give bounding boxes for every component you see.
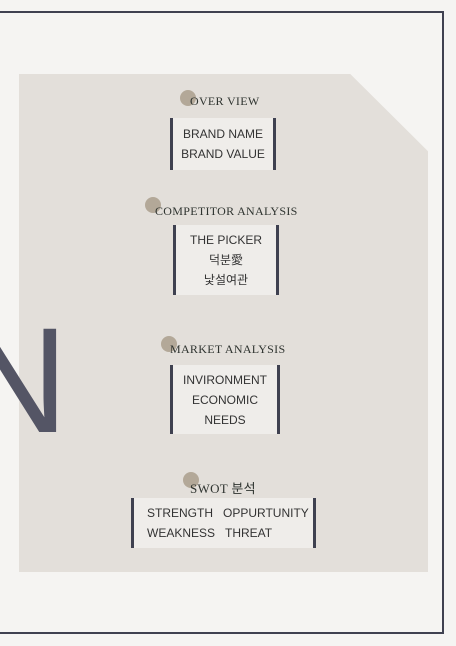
swot-row: STRENGTH OPPURTUNITY [147, 503, 309, 523]
section-dot [161, 336, 177, 352]
overview-box: BRAND NAME BRAND VALUE [170, 118, 276, 170]
section-dot [145, 197, 161, 213]
competitor-heading: COMPETITOR ANALYSIS [155, 204, 298, 218]
market-item: INVIRONMENT [183, 372, 267, 387]
competitor-box: THE PICKER 덕분愛 낯설여관 [173, 225, 279, 295]
competitor-item: THE PICKER [189, 233, 262, 247]
market-item: ECONOMIC [192, 392, 258, 407]
overview-heading: OVER VIEW [190, 94, 260, 108]
section-dot [183, 472, 199, 488]
competitor-item: 낯설여관 [203, 273, 249, 287]
overview-item: BRAND NAME [182, 127, 263, 141]
section-dot [180, 90, 196, 106]
competitor-item: 덕분愛 [208, 253, 244, 267]
swot-row: WEAKNESS THREAT [147, 523, 272, 543]
market-item: NEEDS [204, 412, 246, 427]
market-heading: MARKET ANALYSIS [170, 342, 286, 356]
swot-heading: SWOT 분석 [190, 481, 256, 496]
swot-item: OPPURTUNITY [223, 506, 309, 520]
page-frame [0, 11, 444, 634]
large-letter-decoration: N [0, 296, 69, 464]
swot-item: THREAT [225, 526, 273, 540]
overview-item: BRAND VALUE [181, 147, 265, 161]
market-box: INVIRONMENT ECONOMIC NEEDS [170, 365, 280, 434]
swot-item: STRENGTH [147, 506, 213, 520]
swot-item: WEAKNESS [147, 526, 216, 540]
swot-box: STRENGTH OPPURTUNITY WEAKNESS THREAT [131, 498, 316, 548]
